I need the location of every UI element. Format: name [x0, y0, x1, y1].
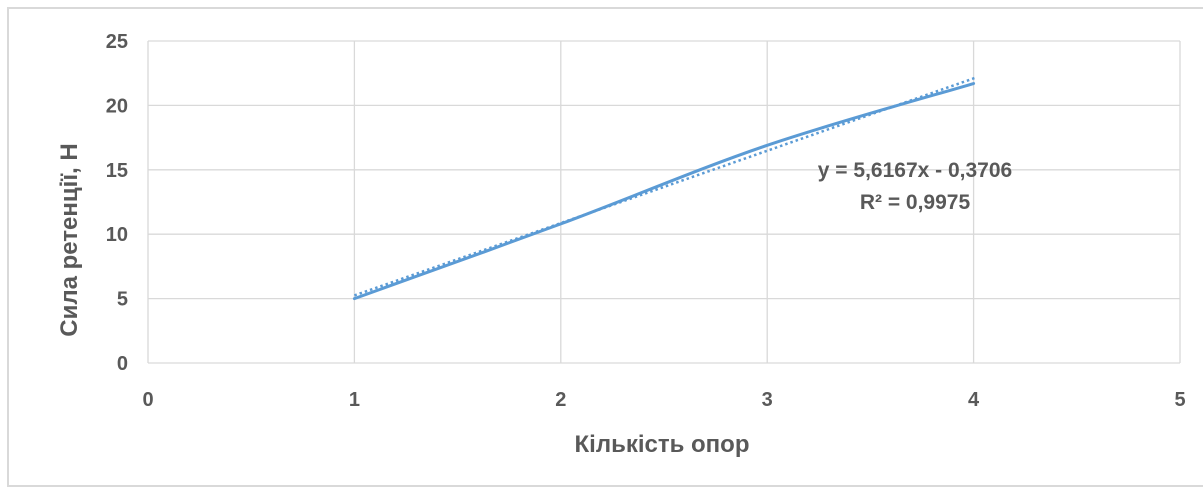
x-axis-title: Кількість опор — [575, 431, 750, 458]
y-tick-label: 25 — [106, 31, 128, 53]
y-tick-label: 20 — [106, 95, 128, 117]
trendline-equation: y = 5,6167x - 0,3706 — [818, 159, 1012, 182]
y-tick-label: 10 — [106, 224, 128, 246]
tick-layer: 0 5 10 15 20 25 0 1 2 3 4 5 — [106, 31, 1186, 411]
grid-layer — [147, 40, 1181, 364]
x-tick-label: 5 — [1174, 389, 1185, 411]
y-tick-label: 0 — [117, 353, 128, 375]
r-squared-label: R² = 0,9975 — [860, 191, 971, 214]
x-tick-label: 2 — [555, 389, 566, 411]
chart-border — [7, 7, 1203, 487]
x-tick-label: 1 — [349, 389, 360, 411]
series-layer — [352, 76, 977, 301]
y-axis-title: Сила ретенції, Н — [56, 143, 83, 336]
series-line — [352, 82, 976, 301]
x-tick-label: 4 — [968, 389, 980, 411]
x-tick-label: 0 — [142, 389, 153, 411]
x-tick-label: 3 — [762, 389, 773, 411]
y-tick-label: 5 — [117, 289, 128, 311]
y-tick-label: 15 — [106, 160, 128, 182]
